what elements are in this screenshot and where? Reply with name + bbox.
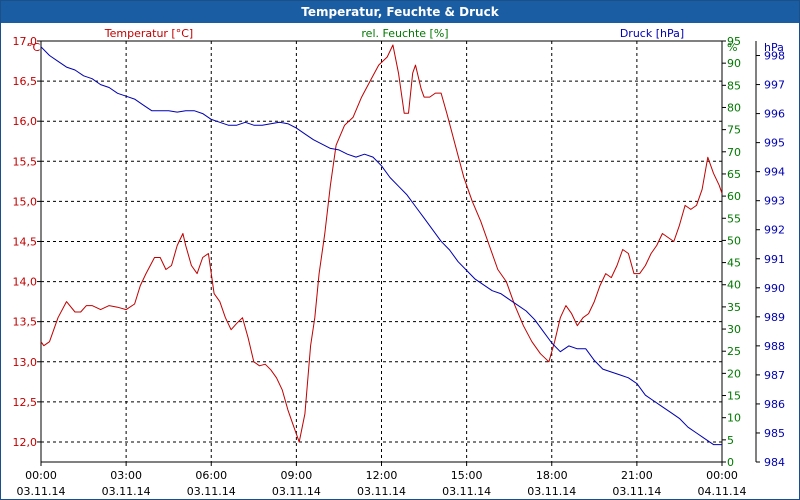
humidity-tick-label: 25 — [727, 345, 741, 358]
humidity-unit-label: % — [727, 41, 737, 54]
temperature-tick-label: 13,0 — [13, 356, 38, 369]
temperature-tick-label: 17,0 — [13, 35, 38, 48]
humidity-tick-label: 40 — [727, 279, 741, 292]
humidity-tick-label: 30 — [727, 323, 741, 336]
temperature-unit-label: °C — [27, 41, 41, 54]
x-tick-time-label: 09:00 — [281, 469, 313, 482]
x-tick-date-label: 03.11.14 — [357, 485, 406, 498]
pressure-tick-label: 988 — [764, 340, 785, 353]
temperature-tick-label: 15,5 — [13, 155, 38, 168]
humidity-tick-label: 0 — [727, 456, 734, 469]
temperature-series-line — [40, 44, 723, 443]
humidity-tick-label: 35 — [727, 301, 741, 314]
humidity-tick-label: 10 — [727, 412, 741, 425]
humidity-tick-label: 15 — [727, 390, 741, 403]
humidity-tick-label: 75 — [727, 124, 741, 137]
pressure-tick-label: 989 — [764, 311, 785, 324]
temperature-tick-label: 14,0 — [13, 276, 38, 289]
pressure-series-line — [40, 46, 722, 446]
pressure-tick-label: 985 — [764, 427, 785, 440]
humidity-tick-label: 90 — [727, 57, 741, 70]
humidity-tick-label: 65 — [727, 168, 741, 181]
pressure-tick-label: 986 — [764, 398, 785, 411]
pressure-axis-title: Druck [hPa] — [620, 27, 684, 40]
humidity-tick-label: 50 — [727, 234, 741, 247]
pressure-tick-label: 993 — [764, 195, 785, 208]
x-tick-time-label: 00:00 — [706, 469, 738, 482]
temperature-tick-label: 15,0 — [13, 195, 38, 208]
x-tick-time-label: 21:00 — [621, 469, 653, 482]
temperature-tick-label: 13,5 — [13, 316, 38, 329]
pressure-tick-label: 987 — [764, 369, 785, 382]
pressure-tick-label: 984 — [764, 456, 785, 469]
x-tick-date-label: 04.11.14 — [698, 485, 747, 498]
pressure-tick-label: 997 — [764, 79, 785, 92]
humidity-tick-label: 80 — [727, 101, 741, 114]
x-tick-time-label: 15:00 — [451, 469, 483, 482]
temperature-tick-label: 12,5 — [13, 396, 38, 409]
temperature-axis-title: Temperatur [°C] — [104, 27, 193, 40]
humidity-tick-label: 20 — [727, 367, 741, 380]
humidity-tick-label: 70 — [727, 146, 741, 159]
humidity-tick-label: 85 — [727, 79, 741, 92]
temperature-tick-label: 12,0 — [13, 436, 38, 449]
x-tick-date-label: 03.11.14 — [612, 485, 661, 498]
pressure-tick-label: 996 — [764, 108, 785, 121]
window-title: Temperatur, Feuchte & Druck — [1, 1, 799, 23]
pressure-tick-label: 994 — [764, 166, 785, 179]
humidity-tick-label: 45 — [727, 257, 741, 270]
x-tick-date-label: 03.11.14 — [272, 485, 321, 498]
x-tick-date-label: 03.11.14 — [102, 485, 151, 498]
x-tick-time-label: 18:00 — [536, 469, 568, 482]
pressure-tick-label: 990 — [764, 282, 785, 295]
x-tick-time-label: 12:00 — [366, 469, 398, 482]
humidity-tick-label: 5 — [727, 434, 734, 447]
x-tick-date-label: 03.11.14 — [187, 485, 236, 498]
humidity-tick-label: 55 — [727, 212, 741, 225]
x-tick-time-label: 06:00 — [195, 469, 227, 482]
pressure-tick-label: 998 — [764, 50, 785, 63]
pressure-unit-label: hPa — [764, 41, 784, 54]
humidity-axis-title: rel. Feuchte [%] — [361, 27, 448, 40]
pressure-tick-label: 992 — [764, 224, 785, 237]
x-tick-date-label: 03.11.14 — [17, 485, 66, 498]
temperature-tick-label: 16,5 — [13, 75, 38, 88]
weather-chart: 12,0 12,5 13,0 13,5 14,0 14,5 15,0 15,5 16,0 16,5… — [13, 27, 786, 498]
temperature-tick-label: 16,0 — [13, 115, 38, 128]
pressure-tick-label: 991 — [764, 253, 785, 266]
temperature-tick-label: 14,5 — [13, 235, 38, 248]
pressure-tick-label: 995 — [764, 137, 785, 150]
x-tick-time-label: 03:00 — [110, 469, 142, 482]
x-tick-date-label: 03.11.14 — [527, 485, 576, 498]
x-tick-time-label: 00:00 — [25, 469, 57, 482]
humidity-tick-label: 95 — [727, 35, 741, 48]
humidity-tick-label: 60 — [727, 190, 741, 203]
x-tick-date-label: 03.11.14 — [442, 485, 491, 498]
